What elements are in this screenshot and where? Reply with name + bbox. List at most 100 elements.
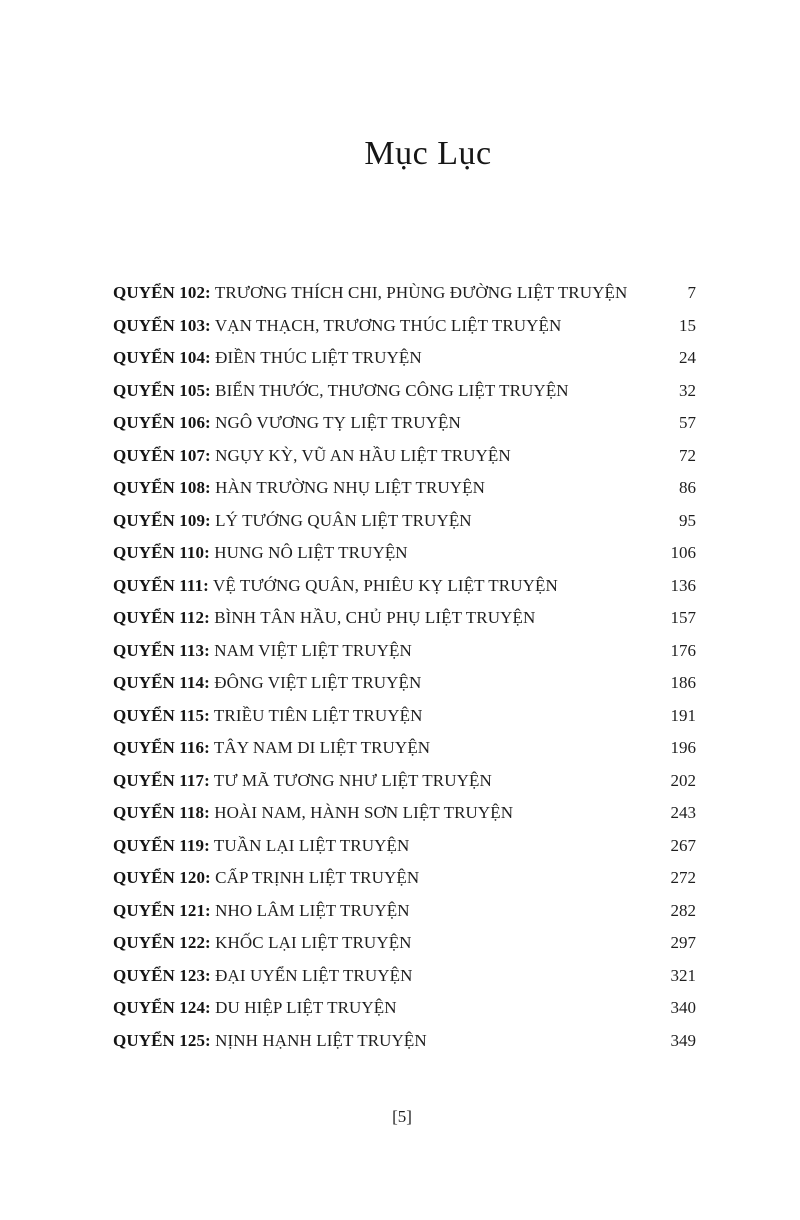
- toc-entry: QUYỂN 108: HÀN TRƯỜNG NHỤ LIỆT TRUYỆN 86: [113, 472, 696, 505]
- footer-page-number: [5]: [392, 1107, 412, 1126]
- toc-entry-title: TƯ MÃ TƯƠNG NHƯ LIỆT TRUYỆN: [213, 770, 492, 790]
- toc-entry-label: QUYỂN 120:: [113, 868, 211, 887]
- toc-entry-page-number: 176: [670, 640, 697, 660]
- toc-entry: QUYỂN 123: ĐẠI UYỂN LIỆT TRUYỆN 321: [113, 960, 696, 993]
- toc-entry-page-number: 136: [670, 575, 697, 595]
- toc-entry-page-number: 243: [670, 803, 697, 822]
- toc-entry: QUYỂN 125: NỊNH HẠNH LIỆT TRUYỆN 349: [113, 1025, 696, 1058]
- toc-entry-title: NHO LÂM LIỆT TRUYỆN: [215, 900, 410, 920]
- toc-entry: QUYỂN 116: TÂY NAM DI LIỆT TRUYỆN 196: [113, 732, 696, 765]
- toc-entry-label: QUYỂN 112:: [113, 608, 210, 627]
- toc-entry-title: TRIỀU TIÊN LIỆT TRUYỆN: [213, 705, 423, 725]
- toc-entry-label: QUYỂN 122:: [113, 933, 211, 952]
- toc-entry-title: HOÀI NAM, HÀNH SƠN LIỆT TRUYỆN: [214, 803, 514, 822]
- toc-entry: QUYỂN 111: VỆ TƯỚNG QUÂN, PHIÊU KỴ LIỆT …: [113, 570, 696, 603]
- toc-entry-label: QUYỂN 105:: [113, 380, 211, 400]
- toc-entry-page-number: 15: [679, 315, 696, 335]
- toc-entry: QUYỂN 112: BÌNH TÂN HẦU, CHỦ PHỤ LIỆT TR…: [113, 602, 696, 635]
- toc-entry-text: QUYỂN 124: DU HIỆP LIỆT TRUYỆN: [113, 992, 397, 1025]
- toc-entry-label: QUYỂN 115:: [113, 705, 210, 725]
- toc-entry: QUYỂN 114: ĐÔNG VIỆT LIỆT TRUYỆN 186: [113, 667, 696, 700]
- toc-entry-page-number: 86: [679, 478, 696, 497]
- page-title: Mục Lục: [364, 134, 492, 172]
- toc-entry: QUYỂN 105: BIỂN THƯỚC, THƯƠNG CÔNG LIỆT …: [113, 375, 696, 408]
- toc-entry-title: HÀN TRƯỜNG NHỤ LIỆT TRUYỆN: [215, 478, 486, 497]
- toc-entry-page-number: 186: [670, 673, 697, 692]
- toc-entry: QUYỂN 109: LÝ TƯỚNG QUÂN LIỆT TRUYỆN 95: [113, 505, 696, 538]
- toc-entry-label: QUYỂN 109:: [113, 510, 211, 530]
- toc-entry-text: QUYỂN 116: TÂY NAM DI LIỆT TRUYỆN: [113, 732, 430, 765]
- toc-entry-label: QUYỂN 116:: [113, 738, 210, 757]
- toc-entry-text: QUYỂN 119: TUẦN LẠI LIỆT TRUYỆN: [113, 830, 409, 863]
- toc-entry-text: QUYỂN 123: ĐẠI UYỂN LIỆT TRUYỆN: [113, 960, 413, 993]
- toc-entry-label: QUYỂN 125:: [113, 1030, 211, 1050]
- toc-entry-page-number: 297: [670, 933, 697, 952]
- toc-entry-title: TÂY NAM DI LIỆT TRUYỆN: [213, 738, 431, 757]
- toc-entry-title: NGỤY KỲ, VŨ AN HẦU LIỆT TRUYỆN: [215, 445, 511, 465]
- toc-entry-text: QUYỂN 113: NAM VIỆT LIỆT TRUYỆN: [113, 635, 412, 668]
- toc-entry-title: ĐIỀN THÚC LIỆT TRUYỆN: [215, 348, 422, 367]
- toc-entry-text: QUYỂN 104: ĐIỀN THÚC LIỆT TRUYỆN: [113, 342, 422, 375]
- toc-entry-text: QUYỂN 108: HÀN TRƯỜNG NHỤ LIỆT TRUYỆN: [113, 472, 485, 505]
- toc-entry-text: QUYỂN 117: TƯ MÃ TƯƠNG NHƯ LIỆT TRUYỆN: [113, 765, 492, 798]
- toc-entry-text: QUYỂN 102: TRƯƠNG THÍCH CHI, PHÙNG ĐƯỜNG…: [113, 277, 627, 310]
- toc-entry-title: LÝ TƯỚNG QUÂN LIỆT TRUYỆN: [215, 510, 472, 530]
- toc-entry-text: QUYỂN 115: TRIỀU TIÊN LIỆT TRUYỆN: [113, 700, 422, 733]
- toc-entry-page-number: 95: [679, 510, 696, 530]
- toc-entry: QUYỂN 113: NAM VIỆT LIỆT TRUYỆN 176: [113, 635, 696, 668]
- toc-entry-text: QUYỂN 120: CẤP TRỊNH LIỆT TRUYỆN: [113, 862, 419, 895]
- toc-entry-title: VẠN THẠCH, TRƯƠNG THÚC LIỆT TRUYỆN: [214, 315, 562, 335]
- toc-entry-text: QUYỂN 111: VỆ TƯỚNG QUÂN, PHIÊU KỴ LIỆT …: [113, 570, 558, 603]
- toc-entry: QUYỂN 102: TRƯƠNG THÍCH CHI, PHÙNG ĐƯỜNG…: [113, 277, 696, 310]
- toc-entry: QUYỂN 110: HUNG NÔ LIỆT TRUYỆN 106: [113, 537, 696, 570]
- toc-entry-title: TUẦN LẠI LIỆT TRUYỆN: [213, 835, 410, 855]
- toc-entry-label: QUYỂN 113:: [113, 640, 210, 660]
- toc-entry-text: QUYỂN 106: NGÔ VƯƠNG TỴ LIỆT TRUYỆN: [113, 407, 461, 440]
- toc-entry-page-number: 349: [670, 1030, 697, 1050]
- toc-entry-title: NỊNH HẠNH LIỆT TRUYỆN: [215, 1030, 427, 1050]
- toc-entry-page-number: 157: [670, 608, 697, 627]
- toc-entry-title: DU HIỆP LIỆT TRUYỆN: [215, 998, 397, 1017]
- toc-entry-title: ĐẠI UYỂN LIỆT TRUYỆN: [215, 965, 413, 985]
- toc-entry-title: NGÔ VƯƠNG TỴ LIỆT TRUYỆN: [215, 413, 461, 432]
- toc-entry-label: QUYỂN 119:: [113, 835, 210, 855]
- toc-entry: QUYỂN 115: TRIỀU TIÊN LIỆT TRUYỆN 191: [113, 700, 696, 733]
- toc-entry-title: HUNG NÔ LIỆT TRUYỆN: [214, 543, 408, 562]
- toc-entry-label: QUYỂN 123:: [113, 965, 211, 985]
- toc-entry-text: QUYỂN 122: KHỐC LẠI LIỆT TRUYỆN: [113, 927, 412, 960]
- toc-entry: QUYỂN 120: CẤP TRỊNH LIỆT TRUYỆN 272: [113, 862, 696, 895]
- toc-entry-label: QUYỂN 108:: [113, 478, 211, 497]
- toc-entry-text: QUYỂN 121: NHO LÂM LIỆT TRUYỆN: [113, 895, 410, 928]
- toc-entry: QUYỂN 121: NHO LÂM LIỆT TRUYỆN 282: [113, 895, 696, 928]
- toc-entry-label: QUYỂN 121:: [113, 900, 211, 920]
- toc-entry-text: QUYỂN 112: BÌNH TÂN HẦU, CHỦ PHỤ LIỆT TR…: [113, 602, 535, 635]
- toc-entry-title: NAM VIỆT LIỆT TRUYỆN: [214, 640, 412, 660]
- toc-entry-label: QUYỂN 110:: [113, 543, 210, 562]
- toc-entry-page-number: 267: [670, 835, 697, 855]
- toc-entry-page-number: 7: [687, 283, 697, 302]
- toc-entry-page-number: 202: [670, 770, 697, 790]
- toc-entry: QUYỂN 117: TƯ MÃ TƯƠNG NHƯ LIỆT TRUYỆN 2…: [113, 765, 696, 798]
- toc-entry: QUYỂN 122: KHỐC LẠI LIỆT TRUYỆN 297: [113, 927, 696, 960]
- toc-entry: QUYỂN 118: HOÀI NAM, HÀNH SƠN LIỆT TRUYỆ…: [113, 797, 696, 830]
- toc-entry-title: ĐÔNG VIỆT LIỆT TRUYỆN: [214, 673, 422, 692]
- toc-entry-title: BÌNH TÂN HẦU, CHỦ PHỤ LIỆT TRUYỆN: [214, 608, 536, 627]
- toc-entry-label: QUYỂN 107:: [113, 445, 211, 465]
- toc-entry: QUYỂN 124: DU HIỆP LIỆT TRUYỆN 340: [113, 992, 696, 1025]
- toc-entry: QUYỂN 106: NGÔ VƯƠNG TỴ LIỆT TRUYỆN 57: [113, 407, 696, 440]
- toc-entry-text: QUYỂN 118: HOÀI NAM, HÀNH SƠN LIỆT TRUYỆ…: [113, 797, 513, 830]
- toc-entry: QUYỂN 119: TUẦN LẠI LIỆT TRUYỆN 267: [113, 830, 696, 863]
- toc-entry-title: VỆ TƯỚNG QUÂN, PHIÊU KỴ LIỆT TRUYỆN: [212, 575, 558, 595]
- toc-entry: QUYỂN 104: ĐIỀN THÚC LIỆT TRUYỆN 24: [113, 342, 696, 375]
- toc-entry-text: QUYỂN 114: ĐÔNG VIỆT LIỆT TRUYỆN: [113, 667, 421, 700]
- toc-entry-label: QUYỂN 114:: [113, 673, 210, 692]
- toc-entry-page-number: 24: [679, 348, 696, 367]
- toc-entry-text: QUYỂN 107: NGỤY KỲ, VŨ AN HẦU LIỆT TRUYỆ…: [113, 440, 511, 473]
- toc-entry-page-number: 191: [670, 705, 697, 725]
- toc-entry-label: QUYỂN 103:: [113, 315, 211, 335]
- toc-entry: QUYỂN 107: NGỤY KỲ, VŨ AN HẦU LIỆT TRUYỆ…: [113, 440, 696, 473]
- toc-entry-page-number: 72: [679, 445, 696, 465]
- table-of-contents: QUYỂN 102: TRƯƠNG THÍCH CHI, PHÙNG ĐƯỜNG…: [113, 277, 696, 1057]
- toc-entry-label: QUYỂN 124:: [113, 998, 211, 1017]
